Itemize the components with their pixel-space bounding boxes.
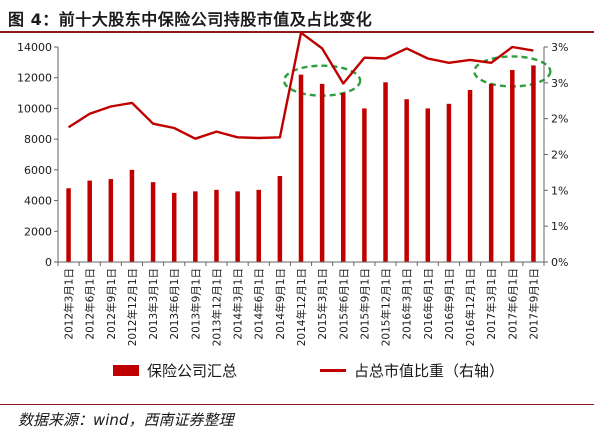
source-divider: [0, 404, 594, 405]
x-tick-label: 2012年3月1日: [63, 268, 76, 340]
y-left-tick-label: 12000: [17, 72, 52, 85]
bar: [319, 83, 325, 262]
bar: [510, 70, 515, 263]
x-tick-label: 2014年3月1日: [232, 268, 245, 340]
bar: [87, 180, 92, 262]
x-tick-label: 2016年9月1日: [443, 268, 456, 340]
bar: [214, 189, 219, 262]
y-right-tick-label: 2%: [551, 113, 568, 126]
title-divider: [0, 31, 594, 33]
y-left-tick-label: 2000: [24, 225, 52, 238]
x-tick-label: 2013年9月1日: [189, 268, 202, 340]
x-tick-label: 2015年6月1日: [337, 268, 350, 340]
bar: [171, 192, 177, 262]
legend-label-line: 占总市值比重（右轴）: [354, 362, 505, 380]
x-tick-label: 2016年3月1日: [401, 268, 414, 340]
bar: [108, 179, 114, 262]
x-tick-label: 2015年3月1日: [316, 268, 329, 340]
x-tick-label: 2012年12月1日: [126, 268, 139, 346]
x-tick-label: 2017年6月1日: [506, 268, 519, 340]
y-left-tick-label: 8000: [24, 133, 52, 146]
y-right-tick-label: 1%: [551, 220, 568, 233]
bar: [488, 83, 494, 262]
bar: [425, 108, 431, 262]
x-tick-label: 2016年6月1日: [422, 268, 435, 340]
legend-label-bar: 保险公司汇总: [147, 362, 238, 380]
bar: [383, 82, 388, 262]
bar: [129, 169, 135, 262]
x-tick-label: 2012年9月1日: [105, 268, 118, 340]
y-left-tick-label: 0: [45, 256, 52, 269]
y-left-tick-label: 4000: [24, 195, 52, 208]
x-tick-label: 2017年9月1日: [527, 268, 540, 340]
bar: [66, 188, 71, 262]
y-left-tick-label: 14000: [17, 41, 52, 54]
bar: [193, 191, 198, 262]
bar: [404, 99, 409, 262]
figure-title: 图 4：前十大股东中保险公司持股市值及占比变化: [8, 10, 373, 29]
x-tick-label: 2014年12月1日: [295, 268, 308, 346]
legend-swatch-bar: [113, 365, 139, 376]
y-right-tick-label: 2%: [551, 149, 568, 162]
legend-item-line: 占总市值比重（右轴）: [320, 360, 504, 381]
bar: [531, 65, 536, 262]
x-tick-label: 2013年3月1日: [147, 268, 160, 340]
y-left-tick-label: 6000: [24, 164, 52, 177]
legend-swatch-line: [320, 369, 346, 372]
y-right-tick-label: 3%: [551, 41, 568, 54]
bar: [277, 176, 283, 262]
x-tick-label: 2013年6月1日: [168, 268, 181, 340]
bar: [362, 108, 367, 262]
bar: [467, 90, 473, 262]
x-tick-label: 2013年12月1日: [210, 268, 223, 346]
bar: [341, 93, 346, 262]
legend-item-bar: 保险公司汇总: [113, 360, 237, 381]
x-tick-label: 2017年3月1日: [485, 268, 498, 340]
source-note: 数据来源：wind，西南证券整理: [18, 411, 234, 429]
bar: [446, 103, 452, 262]
y-left-tick-label: 10000: [17, 102, 52, 115]
x-tick-label: 2015年12月1日: [380, 268, 393, 346]
axes: [54, 46, 548, 266]
bar: [150, 182, 156, 262]
x-tick-label: 2016年12月1日: [464, 268, 477, 346]
x-tick-label: 2014年6月1日: [253, 268, 266, 340]
bar: [256, 189, 261, 262]
chart: 0 2000 4000 6000 8000 10000 12000 14000 0% 1% 1% 2%…: [17, 31, 568, 346]
bar: [298, 74, 304, 263]
bar-series: [66, 65, 536, 263]
bar: [235, 191, 240, 262]
x-tick-label: 2014年9月1日: [274, 268, 287, 340]
y-right-tick-label: 3%: [551, 77, 568, 90]
y-right-tick-label: 1%: [551, 184, 568, 197]
x-tick-label: 2012年6月1日: [84, 268, 97, 340]
tick-labels: 0 2000 4000 6000 8000 10000 12000 14000 0% 1% 1% 2%…: [17, 41, 568, 346]
legend: 保险公司汇总 占总市值比重（右轴）: [0, 360, 594, 386]
line-series: [67, 31, 534, 140]
y-right-tick-label: 0%: [551, 256, 568, 269]
ratio-line: [67, 31, 534, 140]
x-tick-label: 2015年9月1日: [358, 268, 371, 340]
